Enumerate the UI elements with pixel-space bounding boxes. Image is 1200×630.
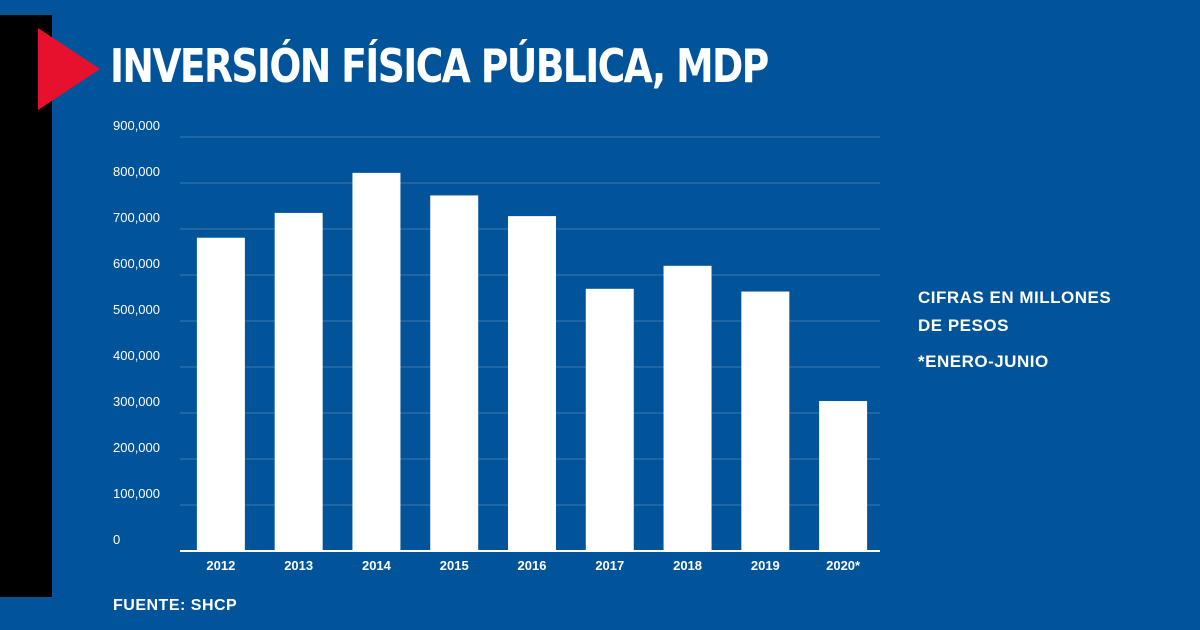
source-note: FUENTE: SHCP bbox=[113, 597, 238, 614]
y-tick-label: 300,000 bbox=[113, 394, 160, 409]
x-tick-label: 2018 bbox=[673, 558, 702, 573]
y-tick-label: 100,000 bbox=[113, 486, 160, 501]
left-black-bar bbox=[0, 15, 52, 597]
units-note: CIFRAS EN MILLONES DE PESOS *ENERO-JUNIO bbox=[918, 284, 1178, 376]
y-tick-label: 200,000 bbox=[113, 440, 160, 455]
bar bbox=[663, 265, 712, 551]
y-tick-label: 800,000 bbox=[113, 164, 160, 179]
x-tick-label: 2020* bbox=[826, 558, 861, 573]
x-tick-label: 2016 bbox=[518, 558, 547, 573]
units-note-line2: DE PESOS bbox=[918, 316, 1009, 335]
units-note-line1: CIFRAS EN MILLONES bbox=[918, 288, 1112, 307]
bar bbox=[430, 195, 479, 552]
y-tick-label: 0 bbox=[113, 532, 120, 547]
bar bbox=[508, 216, 556, 551]
bar bbox=[196, 237, 245, 552]
y-tick-label: 500,000 bbox=[113, 302, 160, 317]
chart-title: INVERSIÓN FÍSICA PÚBLICA, MDP bbox=[110, 39, 769, 93]
bar bbox=[352, 172, 401, 551]
y-tick-label: 600,000 bbox=[113, 256, 160, 271]
period-note: *ENERO-JUNIO bbox=[918, 352, 1049, 371]
bar bbox=[741, 291, 790, 551]
x-tick-label: 2019 bbox=[751, 558, 780, 573]
y-tick-label: 400,000 bbox=[113, 348, 160, 363]
bar bbox=[585, 288, 634, 551]
y-tick-label: 900,000 bbox=[113, 118, 160, 133]
x-tick-label: 2012 bbox=[206, 558, 235, 573]
bar bbox=[819, 401, 868, 551]
red-triangle-icon bbox=[38, 28, 100, 110]
x-tick-label: 2014 bbox=[362, 558, 392, 573]
x-tick-label: 2017 bbox=[595, 558, 624, 573]
y-tick-label: 700,000 bbox=[113, 210, 160, 225]
bar bbox=[274, 212, 323, 551]
x-tick-label: 2015 bbox=[440, 558, 469, 573]
x-tick-label: 2013 bbox=[284, 558, 313, 573]
